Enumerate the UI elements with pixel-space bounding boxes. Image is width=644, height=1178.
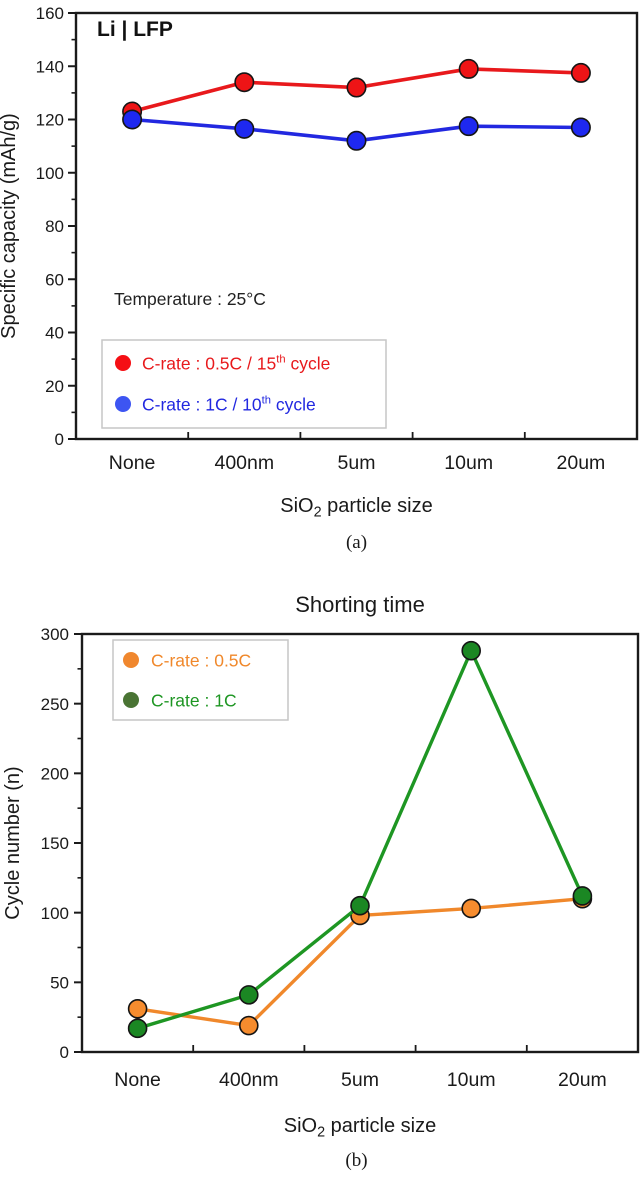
y-tick-label: 20 [45,377,64,396]
data-point-10um [461,640,482,661]
y-axis-label: Cycle number (n) [2,766,24,919]
legend-label: C-rate : 0.5C / 15th cycle [142,353,330,373]
chart-title: Shorting time [295,592,425,617]
data-point-5um [346,77,367,98]
y-tick-label: 0 [55,430,64,449]
caption-a: (a) [345,532,368,553]
x-axis: None 400nm 5um 10um 20um [109,432,606,474]
y-axis: 0 50 100 150 200 250 300 [41,625,82,1062]
legend: C-rate : 0.5C C-rate : 1C [112,639,289,721]
caption-b: (b) [345,1150,368,1171]
x-tick-label: 5um [338,452,376,474]
x-tick-label: 5um [341,1069,379,1091]
y-tick-label: 300 [41,625,69,644]
y-tick-label: 60 [45,270,64,289]
y-tick-label: 120 [36,111,64,130]
data-point-5um [350,895,370,916]
chart-b-shorting-time: 0 50 100 150 200 250 300 None 400nm 5um 10um 20um Cy… [2,592,640,1140]
y-tick-label: 100 [36,164,64,183]
x-tick-label: 400nm [214,452,274,474]
series-c-rate-1C [127,640,593,1039]
legend-label: C-rate : 1C [151,690,237,710]
legend-box [112,639,289,721]
data-point-None [127,999,148,1019]
x-tick-label: None [114,1069,161,1091]
x-tick-label: 20um [558,1069,607,1091]
data-point-400nm [239,1015,259,1036]
legend: C-rate : 0.5C / 15th cycle C-rate : 1C / … [101,339,387,429]
x-axis-label: SiO2 particle size [280,495,433,520]
legend-marker [115,396,131,412]
y-tick-label: 250 [41,695,69,714]
y-tick-label: 100 [41,904,69,923]
series-c-rate-0.5C-15th-cycle [122,58,591,122]
y-tick-label: 50 [50,973,69,992]
data-point-400nm [234,118,255,139]
series-c-rate-1C-10th-cycle [122,109,591,151]
data-point-None [127,1018,148,1039]
y-axis: 0 20 40 60 80 100 120 140 160 [36,4,76,449]
y-tick-label: 150 [41,834,69,853]
data-point-20um [570,62,591,83]
y-tick-label: 160 [36,4,64,23]
data-point-400nm [239,985,259,1005]
x-tick-label: 20um [557,452,606,474]
y-tick-label: 40 [45,324,64,343]
data-point-10um [458,58,479,79]
panel-label: Li | LFP [97,18,173,41]
data-point-20um [570,117,591,138]
x-tick-label: 10um [447,1069,496,1091]
data-point-20um [572,886,593,906]
x-axis: None 400nm 5um 10um 20um [114,1045,607,1091]
annotation-temperature: Temperature : 25°C [114,289,266,309]
legend-marker [123,692,139,708]
y-tick-label: 200 [41,764,69,783]
x-tick-label: None [109,452,156,474]
legend-marker [115,355,131,371]
data-point-5um [346,130,367,151]
data-point-10um [461,898,482,919]
y-tick-label: 140 [36,57,64,76]
legend-box [101,339,387,429]
legend-marker [123,652,139,668]
x-axis-label: SiO2 particle size [284,1115,437,1140]
data-point-400nm [234,72,255,93]
y-tick-label: 0 [60,1043,69,1062]
x-tick-label: 10um [444,452,493,474]
legend-label: C-rate : 1C / 10th cycle [142,394,316,414]
data-point-None [122,109,143,130]
data-point-10um [458,116,479,137]
y-tick-label: 80 [45,217,64,236]
chart-a-specific-capacity: 0 20 40 60 80 100 120 140 160 None 400nm 5um 10um 20u… [0,4,639,520]
legend-label: C-rate : 0.5C [151,650,251,670]
x-tick-label: 400nm [219,1069,279,1091]
y-axis-label: Specific capacity (mAh/g) [0,113,20,339]
